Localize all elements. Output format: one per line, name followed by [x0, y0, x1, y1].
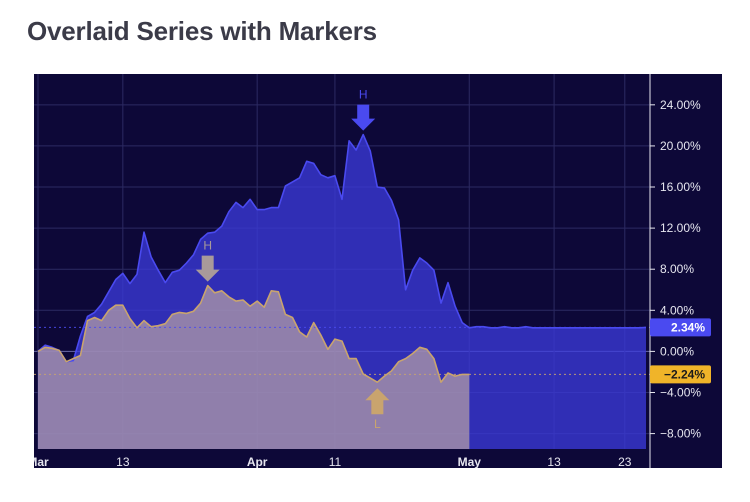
- y-tick-label: 4.00%: [660, 303, 694, 317]
- x-tick-label: 23: [618, 455, 632, 468]
- y-tick-label: 12.00%: [660, 221, 701, 235]
- y-tick-label: 8.00%: [660, 262, 694, 276]
- badge-text: −2.24%: [664, 367, 705, 381]
- axis-panel: [650, 74, 722, 468]
- y-tick-label: 16.00%: [660, 180, 701, 194]
- x-tick-label: 11: [329, 455, 342, 468]
- marker-low-series-b-arrow: [365, 388, 390, 415]
- x-tick-label: Mar: [34, 455, 49, 468]
- last-value-badges: 2.34% −2.24%: [650, 318, 711, 384]
- y-tick-label: −4.00%: [660, 385, 701, 399]
- marker-low-series-b-label: L: [374, 417, 381, 431]
- badge-bg: [650, 365, 711, 384]
- y-tick-label: 0.00%: [660, 344, 694, 358]
- last-value-badge-2: −2.24%: [650, 365, 711, 384]
- badge-text: 2.34%: [671, 320, 705, 334]
- chart-title: Overlaid Series with Markers: [27, 16, 377, 46]
- series-area-2: [38, 285, 470, 449]
- marker-high-series-a-arrow: [351, 104, 376, 131]
- series-lines: [34, 133, 650, 383]
- x-axis: Mar 13 Apr 11 May 13 23: [34, 455, 632, 468]
- x-tick-label: May: [458, 455, 482, 468]
- x-tick-label: 13: [547, 455, 561, 468]
- series-line-2: [37, 284, 470, 383]
- y-tick-label: −8.00%: [660, 427, 701, 441]
- marker-high-series-a: H: [351, 88, 376, 131]
- y-tick-label: 24.00%: [660, 98, 701, 112]
- series-areas: [38, 134, 646, 449]
- marker-low-series-b: L: [365, 388, 390, 431]
- chart-container: H H L 24.00% 20.00% 16.00% 12.00% 8.00% 4.00% 0.…: [34, 74, 722, 468]
- series-markers: H H L: [195, 88, 390, 431]
- chart-svg: H H L 24.00% 20.00% 16.00% 12.00% 8.00% 4.00% 0.…: [34, 74, 722, 468]
- x-tick-label: Apr: [247, 455, 268, 468]
- last-value-badge-1: 2.34%: [650, 318, 711, 337]
- marker-high-series-b-arrow: [195, 255, 220, 282]
- y-axis: 24.00% 20.00% 16.00% 12.00% 8.00% 4.00% 0.00% −…: [649, 74, 701, 468]
- marker-high-series-b-label: H: [203, 239, 212, 253]
- marker-high-series-a-label: H: [359, 88, 368, 102]
- marker-high-series-b: H: [195, 239, 220, 282]
- y-tick-label: 20.00%: [660, 139, 701, 153]
- badge-bg: [650, 318, 711, 337]
- x-tick-label: 13: [116, 455, 130, 468]
